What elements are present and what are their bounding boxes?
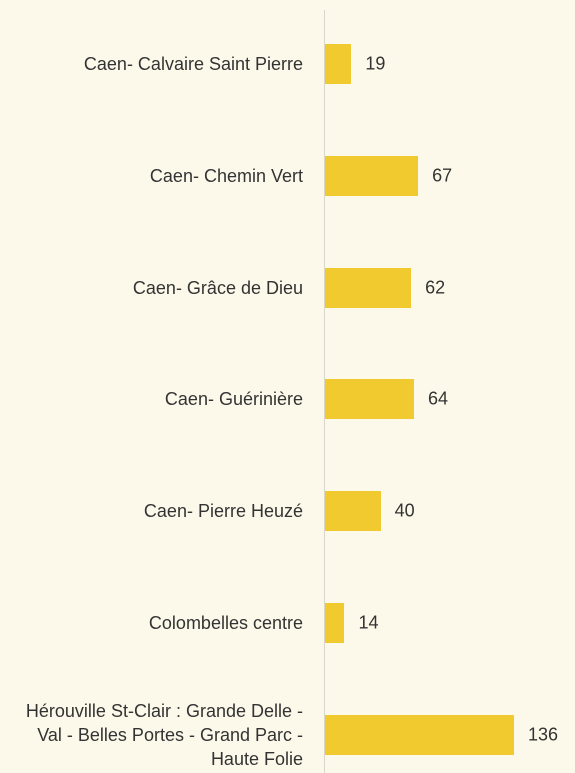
- value-label: 19: [365, 53, 386, 74]
- category-label: Caen- Chemin Vert: [149, 165, 303, 186]
- axis-line: [324, 10, 325, 773]
- category-label: Caen- Grâce de Dieu: [132, 277, 303, 298]
- bar: [325, 379, 414, 420]
- bar: [325, 267, 412, 308]
- bar: [325, 603, 345, 643]
- category-label: Hérouville St-Clair : Grande Delle - Val…: [25, 700, 303, 769]
- value-label: 62: [425, 277, 446, 298]
- bar: [325, 491, 381, 532]
- category-label: Caen- Calvaire Saint Pierre: [83, 54, 303, 74]
- value-label: 64: [427, 388, 448, 409]
- category-label: Colombelles centre: [148, 613, 303, 633]
- value-label: 136: [528, 724, 559, 745]
- value-label: 14: [358, 612, 379, 633]
- bar: [325, 44, 352, 84]
- category-label: Caen- Pierre Heuzé: [143, 501, 303, 522]
- value-label: 40: [394, 500, 415, 521]
- bar: [325, 714, 515, 755]
- category-label: Caen- Guérinière: [164, 389, 303, 410]
- value-label: 67: [432, 165, 453, 186]
- bar: [325, 155, 419, 196]
